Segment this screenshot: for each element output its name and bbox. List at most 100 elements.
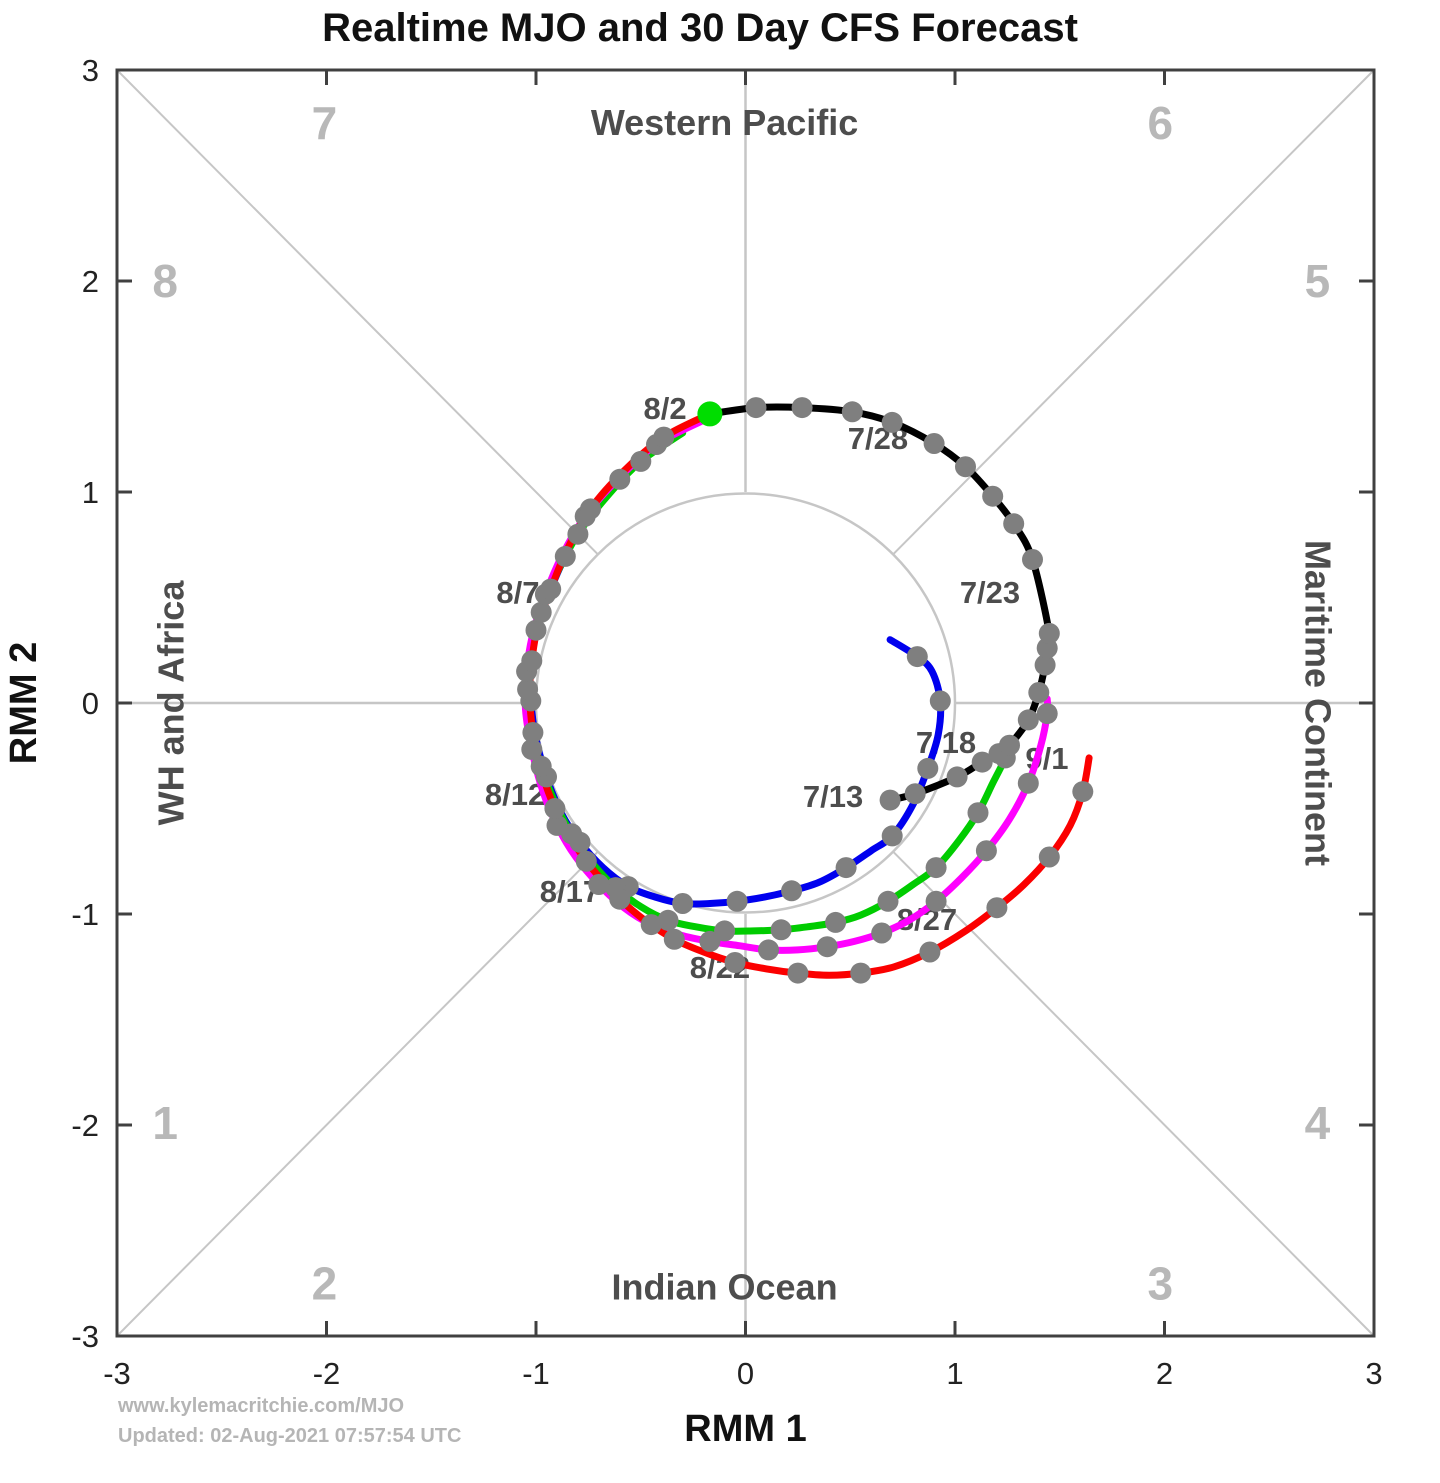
chart-title: Realtime MJO and 30 Day CFS Forecast: [322, 6, 1078, 50]
series-forecast-magenta-day-marker: [925, 890, 947, 912]
y-tick-label: 2: [82, 264, 99, 299]
y-tick-label: -3: [71, 1319, 99, 1354]
date-label-8-12: 8/12: [485, 777, 545, 812]
phase-number-7: 7: [312, 97, 338, 149]
series-forecast-red-day-marker: [575, 850, 597, 872]
series-forecast-red-day-marker: [540, 578, 562, 600]
series-forecast-red-day-marker: [1038, 846, 1060, 868]
series-forecast-blue-day-marker: [835, 857, 857, 879]
series-forecast-blue-day-marker: [726, 890, 748, 912]
y-axis-title: RMM 2: [3, 642, 45, 764]
series-forecast-red-day-marker: [522, 722, 544, 743]
series-forecast-magenta-day-marker: [588, 874, 610, 895]
y-tick-label: 0: [82, 686, 99, 721]
series-forecast-magenta-day-marker: [1036, 703, 1058, 725]
series-forecast-blue-day-marker: [525, 619, 547, 641]
series-forecast-green-day-marker: [567, 523, 589, 545]
phase-number-1: 1: [152, 1097, 178, 1149]
series-observed-day-marker: [791, 397, 813, 419]
series-observed-day-marker: [745, 397, 767, 419]
series-observed-day-marker: [955, 456, 976, 478]
phase-diagonal-line: [892, 851, 1375, 1337]
series-forecast-red-day-marker: [986, 897, 1008, 919]
series-forecast-magenta-day-marker: [1017, 772, 1039, 794]
x-tick-label: 3: [1365, 1356, 1382, 1391]
series-forecast-green-day-marker: [630, 450, 652, 472]
x-axis-title: RMM 1: [684, 1408, 806, 1450]
series-observed-day-marker: [1022, 549, 1043, 570]
y-tick-label: -1: [71, 897, 99, 932]
series-observed-day-marker: [946, 766, 968, 788]
series-forecast-blue-day-marker: [917, 757, 939, 779]
date-label-7-23: 7/23: [960, 575, 1020, 610]
phase-number-3: 3: [1148, 1257, 1174, 1309]
series-forecast-green-day-marker: [517, 678, 539, 700]
series-forecast-magenta-day-marker: [871, 922, 893, 944]
series-forecast-green-day-marker: [530, 601, 552, 623]
series-observed-day-marker: [1034, 654, 1056, 676]
series-forecast-red-day-marker: [663, 928, 685, 950]
y-tick-label: 3: [82, 53, 99, 88]
phase-number-2: 2: [312, 1257, 338, 1309]
series-forecast-red-day-marker: [521, 650, 543, 672]
footer-updated-timestamp: Updated: 02-Aug-2021 07:57:54 UTC: [118, 1425, 462, 1447]
date-label-8-7: 8/7: [496, 575, 539, 610]
series-forecast-blue-day-marker: [554, 545, 576, 567]
date-label-8-2: 8/2: [643, 391, 686, 426]
series-observed-day-marker: [971, 751, 993, 773]
series-forecast-green-day-marker: [877, 890, 899, 912]
y-tick-label: 1: [82, 475, 99, 510]
x-tick-label: 1: [946, 1356, 963, 1391]
series-forecast-blue-day-marker: [929, 690, 951, 712]
series-observed-day-marker: [1017, 709, 1039, 731]
series-forecast-red-day-marker: [850, 962, 872, 984]
series-forecast-blue-day-marker: [881, 825, 903, 847]
series-forecast-blue-day-marker: [781, 880, 803, 902]
series-forecast-green-day-marker: [657, 909, 679, 931]
series-forecast-magenta-day-marker: [758, 939, 779, 961]
phase-number-5: 5: [1305, 255, 1331, 307]
series-forecast-red-day-marker: [724, 952, 746, 973]
date-label-7-13: 7/13: [803, 779, 863, 814]
chart-footer: www.kylemacritchie.com/MJO Updated: 02-A…: [118, 1391, 461, 1451]
series-forecast-magenta-day-marker: [521, 738, 543, 760]
phase-number-4: 4: [1305, 1097, 1331, 1149]
series-observed-day-marker: [881, 411, 903, 433]
series-observed-day-marker: [982, 485, 1004, 507]
series-forecast-green-day-marker: [967, 802, 989, 824]
series-observed-day-marker: [923, 433, 945, 454]
series-forecast-magenta-day-marker: [975, 840, 997, 862]
latest-observation-marker: [697, 401, 723, 427]
y-tick-label: -2: [71, 1108, 99, 1143]
series-forecast-green-day-marker: [825, 911, 847, 933]
x-tick-label: -3: [103, 1356, 131, 1391]
series-forecast-blue-day-marker: [672, 893, 694, 914]
series-forecast-red-day-marker: [580, 498, 601, 520]
phase-diagonal-line: [116, 851, 599, 1337]
footer-url: www.kylemacritchie.com/MJO: [118, 1395, 405, 1417]
series-forecast-blue-day-marker: [906, 646, 928, 668]
series-forecast-red-day-marker: [787, 962, 809, 984]
series-forecast-red-day-marker: [919, 941, 941, 963]
series-observed-day-marker: [1028, 682, 1050, 703]
series-forecast-blue-day-marker: [609, 468, 631, 490]
series-forecast-green-day-marker: [714, 920, 736, 942]
phase-number-6: 6: [1148, 97, 1174, 149]
region-label-wh-and-africa: WH and Africa: [150, 580, 191, 826]
series-observed-day-marker: [1038, 622, 1060, 644]
region-label-western-pacific: Western Pacific: [591, 102, 858, 143]
series-forecast-red-day-marker: [609, 888, 631, 910]
series-forecast-red-day-marker: [544, 798, 566, 819]
x-tick-label: 2: [1156, 1356, 1173, 1391]
series-observed-day-marker: [1003, 513, 1025, 535]
x-tick-label: 0: [737, 1356, 754, 1391]
series-forecast-magenta-day-marker: [546, 814, 568, 836]
series-observed-day-marker: [904, 783, 926, 805]
x-tick-label: -1: [522, 1356, 550, 1391]
series-observed-day-marker: [879, 789, 901, 811]
series-observed-day-marker: [999, 734, 1020, 756]
phase-diagonal-line: [892, 69, 1375, 555]
series-forecast-magenta-day-marker: [640, 914, 662, 936]
region-label-maritime-continent: Maritime Continent: [1297, 540, 1338, 866]
